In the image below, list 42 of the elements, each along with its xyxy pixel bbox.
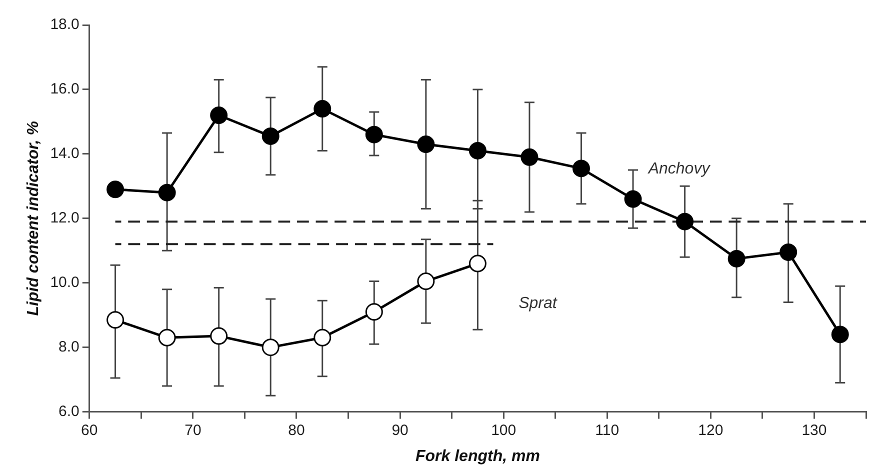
point xyxy=(780,243,798,261)
point xyxy=(417,136,435,154)
point xyxy=(520,148,538,166)
series-label: Anchovy xyxy=(647,160,711,178)
point xyxy=(417,272,435,290)
point xyxy=(314,100,332,118)
x-tick-label: 80 xyxy=(288,422,305,439)
x-tick-label: 110 xyxy=(595,422,620,439)
point xyxy=(314,328,332,346)
point xyxy=(262,338,280,356)
point xyxy=(365,126,383,144)
x-tick-label: 90 xyxy=(392,422,408,439)
point xyxy=(158,328,176,346)
point xyxy=(106,180,124,198)
x-tick-label: 100 xyxy=(491,422,516,439)
point xyxy=(676,212,694,230)
y-tick-label: 8.0 xyxy=(58,338,80,356)
point xyxy=(158,184,176,202)
point xyxy=(262,127,280,145)
x-tick-label: 120 xyxy=(698,422,724,439)
y-axis-title: Lipid content indicator, % xyxy=(25,121,42,316)
point xyxy=(728,250,746,268)
x-axis-title: Fork length, mm xyxy=(415,448,540,465)
text: Sprat xyxy=(518,294,558,312)
point xyxy=(831,326,849,344)
point xyxy=(210,327,228,345)
x-tick-label: 70 xyxy=(184,422,202,439)
y-tick-label: 18.0 xyxy=(50,16,80,34)
point xyxy=(365,303,383,321)
y-tick-label: 16.0 xyxy=(50,80,80,98)
point xyxy=(572,160,590,178)
point xyxy=(210,106,228,124)
y-tick-label: 12.0 xyxy=(50,210,80,227)
y-tick-label: 6.0 xyxy=(58,402,80,420)
point xyxy=(106,311,124,329)
y-tick-label: 10.0 xyxy=(50,274,80,292)
point xyxy=(468,254,486,272)
point xyxy=(624,190,642,208)
y-tick-label: 14.0 xyxy=(50,145,80,162)
x-tick-label: 60 xyxy=(81,422,98,439)
point xyxy=(468,142,486,160)
x-tick-label: 130 xyxy=(802,422,827,439)
